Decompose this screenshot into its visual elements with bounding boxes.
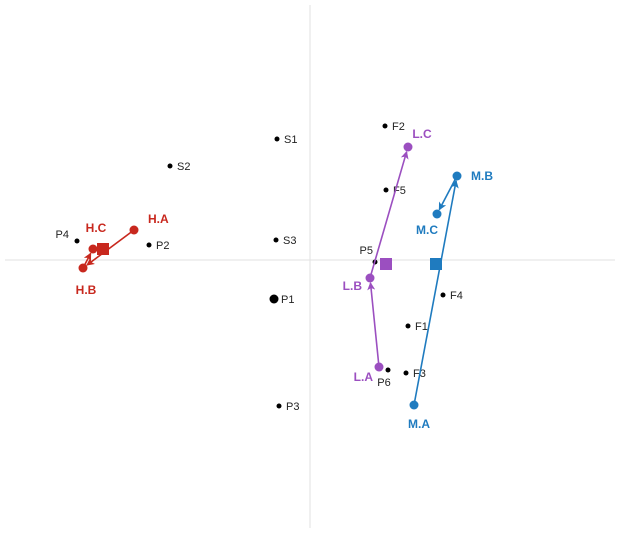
- group-point: [129, 225, 139, 235]
- point: [403, 370, 409, 376]
- point-label: S2: [177, 161, 190, 173]
- point: [167, 163, 173, 169]
- point-label: P5: [360, 245, 373, 257]
- group-point: [365, 273, 375, 283]
- point: [385, 367, 391, 373]
- group-point-label: H.B: [76, 283, 97, 297]
- group-point-label: L.B: [343, 279, 363, 293]
- point-label: P6: [377, 377, 390, 389]
- group-point: [403, 142, 413, 152]
- point-label: P2: [156, 240, 169, 252]
- group-point: [409, 400, 419, 410]
- centroid: [430, 258, 442, 270]
- point: [405, 323, 411, 329]
- trajectory-arrow: [367, 281, 380, 364]
- point-label: F2: [392, 121, 405, 133]
- point: [440, 292, 446, 298]
- point: [274, 136, 280, 142]
- group-point: [88, 244, 98, 254]
- point: [276, 403, 282, 409]
- point: [382, 123, 388, 129]
- point-label: P3: [286, 401, 299, 413]
- point: [146, 242, 152, 248]
- group-point: [374, 362, 384, 372]
- trajectory-arrow: [438, 179, 456, 211]
- group-point-label: L.A: [354, 370, 374, 384]
- group-point-label: M.C: [416, 223, 438, 237]
- point-label: F4: [450, 290, 463, 302]
- centroid: [380, 258, 392, 270]
- point-label: P4: [56, 229, 69, 241]
- group-point-label: H.C: [86, 221, 107, 235]
- group-point: [78, 263, 88, 273]
- point-label: S3: [283, 235, 296, 247]
- point-label: S1: [284, 134, 297, 146]
- point: [269, 294, 279, 304]
- group-point-label: M.B: [471, 169, 493, 183]
- group-point: [452, 171, 462, 181]
- trajectory-arrow: [413, 179, 459, 402]
- group-point-label: L.C: [412, 127, 432, 141]
- point-label: F1: [415, 321, 428, 333]
- trajectory-arrow: [83, 252, 92, 265]
- group-point-label: H.A: [148, 212, 169, 226]
- point-label: P1: [281, 294, 294, 306]
- point: [273, 237, 279, 243]
- point: [74, 238, 80, 244]
- trajectory-arrow: [370, 150, 409, 275]
- centroid: [97, 243, 109, 255]
- group-point: [432, 209, 442, 219]
- point: [383, 187, 389, 193]
- group-point-label: M.A: [408, 417, 430, 431]
